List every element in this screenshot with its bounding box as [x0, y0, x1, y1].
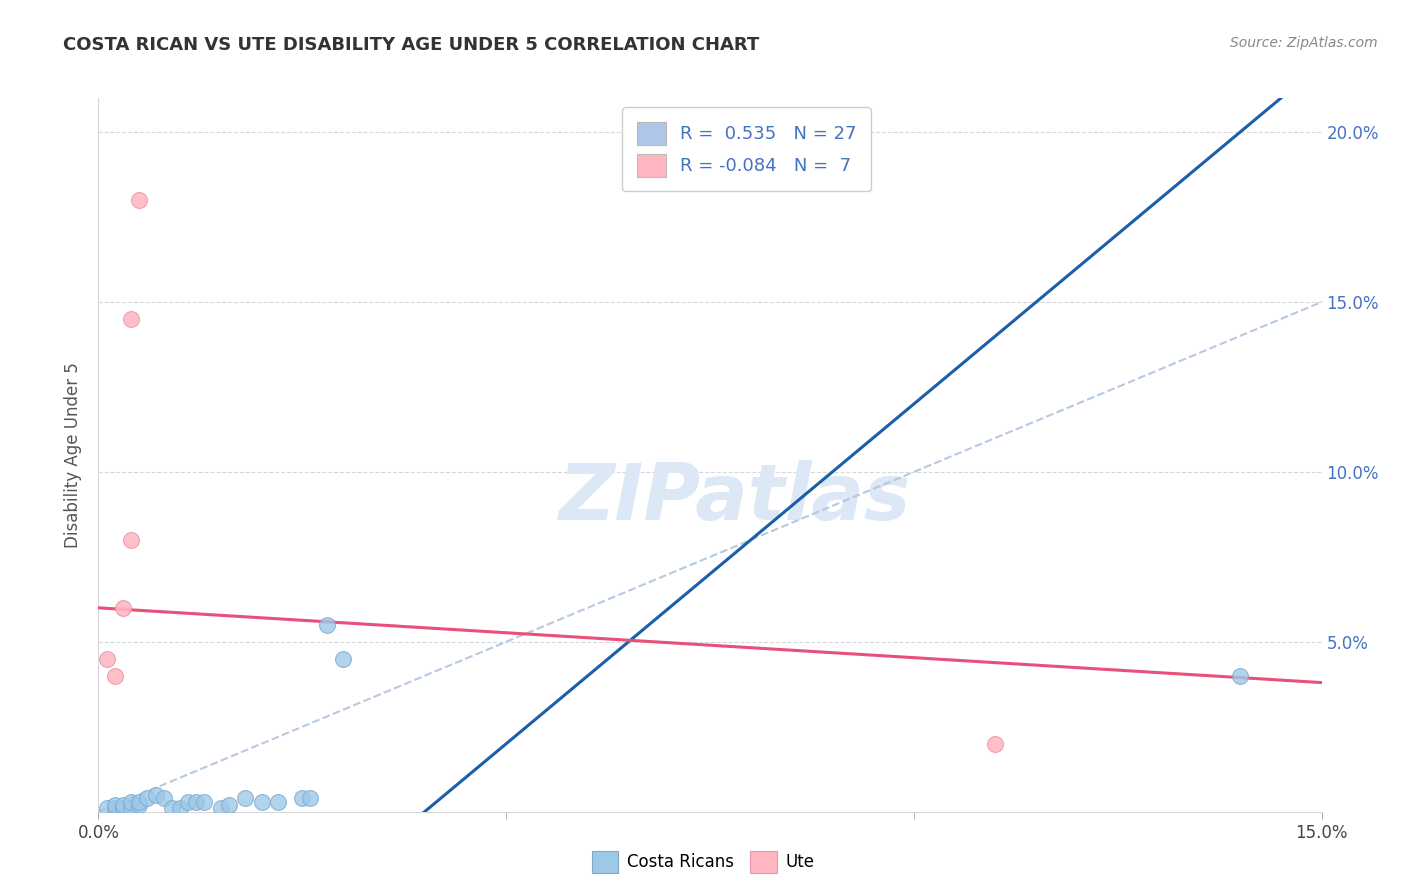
Point	[177, 795, 200, 809]
Text: ZIPatlas: ZIPatlas	[558, 459, 911, 536]
Point	[128, 795, 150, 809]
Point	[169, 801, 191, 815]
Point	[209, 801, 232, 815]
Point	[145, 788, 167, 802]
Point	[291, 791, 314, 805]
Point	[193, 795, 215, 809]
Point	[120, 312, 142, 326]
Point	[111, 797, 134, 812]
Point	[120, 795, 142, 809]
Legend: R =  0.535   N = 27, R = -0.084   N =  7: R = 0.535 N = 27, R = -0.084 N = 7	[623, 107, 872, 192]
Point	[186, 795, 208, 809]
Point	[315, 617, 337, 632]
Point	[104, 801, 127, 815]
Point	[104, 797, 127, 812]
Point	[111, 600, 134, 615]
Point	[120, 533, 142, 547]
Point	[1229, 669, 1251, 683]
Legend: Costa Ricans, Ute: Costa Ricans, Ute	[585, 845, 821, 880]
Point	[299, 791, 322, 805]
Text: Source: ZipAtlas.com: Source: ZipAtlas.com	[1230, 36, 1378, 50]
Point	[128, 193, 150, 207]
Point	[136, 791, 159, 805]
Point	[984, 737, 1007, 751]
Point	[218, 797, 240, 812]
Point	[160, 801, 183, 815]
Point	[111, 801, 134, 815]
Point	[250, 795, 273, 809]
Text: COSTA RICAN VS UTE DISABILITY AGE UNDER 5 CORRELATION CHART: COSTA RICAN VS UTE DISABILITY AGE UNDER …	[63, 36, 759, 54]
Point	[96, 801, 118, 815]
Point	[96, 652, 118, 666]
Point	[120, 801, 142, 815]
Point	[233, 791, 256, 805]
Point	[104, 669, 127, 683]
Point	[128, 797, 150, 812]
Point	[152, 791, 174, 805]
Point	[332, 652, 354, 666]
Point	[267, 795, 290, 809]
Y-axis label: Disability Age Under 5: Disability Age Under 5	[63, 362, 82, 548]
